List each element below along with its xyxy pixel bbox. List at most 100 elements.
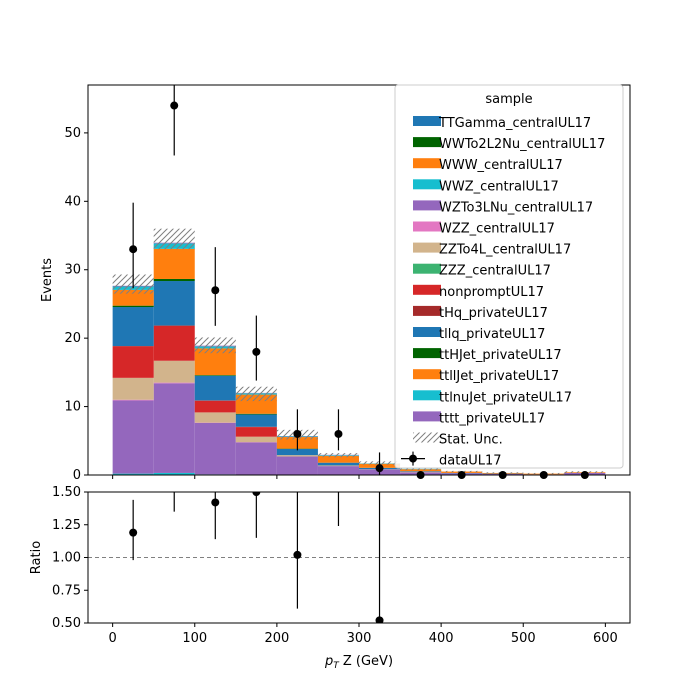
ratio-point-1 <box>170 480 178 488</box>
bar-nonpromptUL17-bin-1 <box>153 325 195 361</box>
legend-swatch-13 <box>413 390 441 401</box>
bar-ZZTo4L_centralUL17-bin-2 <box>194 412 236 423</box>
legend-swatch-10 <box>413 327 441 337</box>
bar-ZZTo4L_centralUL17-bin-3 <box>235 436 277 443</box>
ratio-ytick-label-3: 1.25 <box>52 518 81 533</box>
legend-swatch-8 <box>413 284 441 295</box>
bar-WWZ_centralUL17-bin-0 <box>112 473 154 475</box>
ratio-ytick-label-1: 0.75 <box>52 583 81 598</box>
data-point-0 <box>129 245 138 254</box>
legend-label-stat-unc: Stat. Unc. <box>439 433 503 448</box>
legend-label-0: TTGamma_centralUL17 <box>438 116 591 131</box>
main-ytick-label-2: 20 <box>64 331 81 346</box>
bar-tllq_privateUL17-bin-1 <box>153 281 195 326</box>
bar-WZTo3LNu_centralUL17-bin-2 <box>194 423 236 475</box>
main-ytick-label-4: 40 <box>64 194 81 209</box>
bar-WWZ_centralUL17-bin-1 <box>153 472 195 475</box>
stat-unc-bin-3 <box>235 386 277 402</box>
ratio-point-0 <box>129 528 138 537</box>
bar-ttllJet_privateUL17-bin-5 <box>317 455 359 463</box>
data-point-3 <box>252 347 261 356</box>
data-point-2 <box>211 286 220 295</box>
data-point-6 <box>375 464 384 473</box>
ratio-frame <box>87 491 631 624</box>
legend-swatch-3 <box>413 179 441 190</box>
bar-ZZTo4L_centralUL17-bin-4 <box>276 455 318 457</box>
legend-swatch-5 <box>413 221 441 232</box>
ratio-point-6 <box>375 616 384 623</box>
legend-label-10: tllq_privateUL17 <box>439 327 545 342</box>
legend-swatch-11 <box>413 348 441 359</box>
stacked-bars <box>112 228 606 475</box>
legend-title: sample <box>485 92 532 107</box>
bar-WZTo3LNu_centralUL17-bin-4 <box>276 456 318 475</box>
bar-ZZTo4L_centralUL17-bin-5 <box>317 465 359 467</box>
ratio-ytick-label-2: 1.00 <box>52 551 81 566</box>
bar-WZTo3LNu_centralUL17-bin-5 <box>317 466 359 475</box>
bar-nonpromptUL17-bin-2 <box>194 400 236 413</box>
legend-swatch-2 <box>413 158 441 169</box>
bar-WZZ_centralUL17-bin-1 <box>153 382 195 384</box>
stat-unc-bin-2 <box>194 337 236 354</box>
legend-label-9: tHq_privateUL17 <box>439 306 548 321</box>
main-ytick-label-3: 30 <box>64 263 81 278</box>
stat-unc-bin-7 <box>400 468 442 471</box>
ratio-content <box>88 480 630 623</box>
bar-ttHJet_privateUL17-bin-3 <box>235 413 277 415</box>
legend-label-8: nonpromptUL17 <box>439 285 544 300</box>
bar-tllq_privateUL17-bin-2 <box>194 375 236 401</box>
legend-label-2: WWW_centralUL17 <box>439 158 563 173</box>
ratio-xtick-label-6: 600 <box>593 631 618 646</box>
bar-ttllJet_privateUL17-bin-0 <box>112 289 154 306</box>
bar-ttHJet_privateUL17-bin-1 <box>153 278 195 282</box>
legend-label-4: WZTo3LNu_centralUL17 <box>439 200 593 215</box>
bar-tllq_privateUL17-bin-4 <box>276 449 318 456</box>
legend-label-13: ttlnuJet_privateUL17 <box>439 390 572 405</box>
data-point-1 <box>170 101 179 110</box>
ratio-point-3 <box>252 492 261 496</box>
bar-WZTo3LNu_centralUL17-bin-0 <box>112 400 154 474</box>
legend-swatch-12 <box>413 369 441 380</box>
bar-WZTo3LNu_centralUL17-bin-1 <box>153 383 195 473</box>
bar-tllq_privateUL17-bin-0 <box>112 307 154 347</box>
legend: sample TTGamma_centralUL17 WWTo2L2Nu_centr… <box>394 84 624 469</box>
stat-unc-bin-1 <box>153 228 195 250</box>
legend-swatch-0 <box>413 116 441 126</box>
bar-nonpromptUL17-bin-0 <box>112 346 154 378</box>
ratio-ytick-label-4: 1.50 <box>52 485 81 500</box>
bar-WZZ_centralUL17-bin-0 <box>112 399 154 401</box>
ratio-xtick-label-1: 100 <box>182 631 207 646</box>
legend-label-11: ttHJet_privateUL17 <box>439 348 562 363</box>
ratio-xtick-label-4: 400 <box>429 631 454 646</box>
legend-label-6: ZZTo4L_centralUL17 <box>439 243 571 258</box>
ratio-plot: 0.50 0.75 1.00 1.25 1.50 0 100 200 300 400 500 600 R… <box>29 480 631 671</box>
bar-ttHJet_privateUL17-bin-2 <box>194 375 236 376</box>
data-point-5 <box>334 429 343 438</box>
main-ytick-label-1: 10 <box>64 400 81 415</box>
xlabel: pT Z (GeV) <box>324 654 393 671</box>
legend-box <box>394 84 624 469</box>
legend-swatch-9 <box>413 305 441 316</box>
bar-ZZTo4L_centralUL17-bin-0 <box>112 377 154 400</box>
legend-swatch-7 <box>413 263 441 274</box>
ratio-ylabel: Ratio <box>29 541 44 574</box>
ratio-xtick-label-3: 300 <box>347 631 372 646</box>
legend-label-data: dataUL17 <box>439 454 502 469</box>
bar-WZTo3LNu_centralUL17-bin-3 <box>235 442 277 475</box>
main-ytick-label-5: 50 <box>64 126 81 141</box>
legend-label-7: ZZZ_centralUL17 <box>439 264 551 279</box>
main-ytick-label-0: 0 <box>73 468 81 483</box>
legend-label-3: WWZ_centralUL17 <box>439 179 559 194</box>
bar-tllq_privateUL17-bin-5 <box>317 462 359 466</box>
ratio-ytick-label-0: 0.50 <box>52 616 81 631</box>
main-ylabel: Events <box>40 258 55 302</box>
stat-unc-bin-5 <box>317 453 359 458</box>
bar-tllq_privateUL17-bin-3 <box>235 414 277 427</box>
legend-label-14: tttt_privateUL17 <box>439 411 545 426</box>
legend-swatch-14 <box>413 411 441 422</box>
ratio-xtick-label-2: 200 <box>264 631 289 646</box>
bar-nonpromptUL17-bin-3 <box>235 427 277 437</box>
legend-data-marker <box>409 454 417 463</box>
legend-swatch-4 <box>413 200 441 211</box>
legend-label-5: WZZ_centralUL17 <box>439 222 555 237</box>
